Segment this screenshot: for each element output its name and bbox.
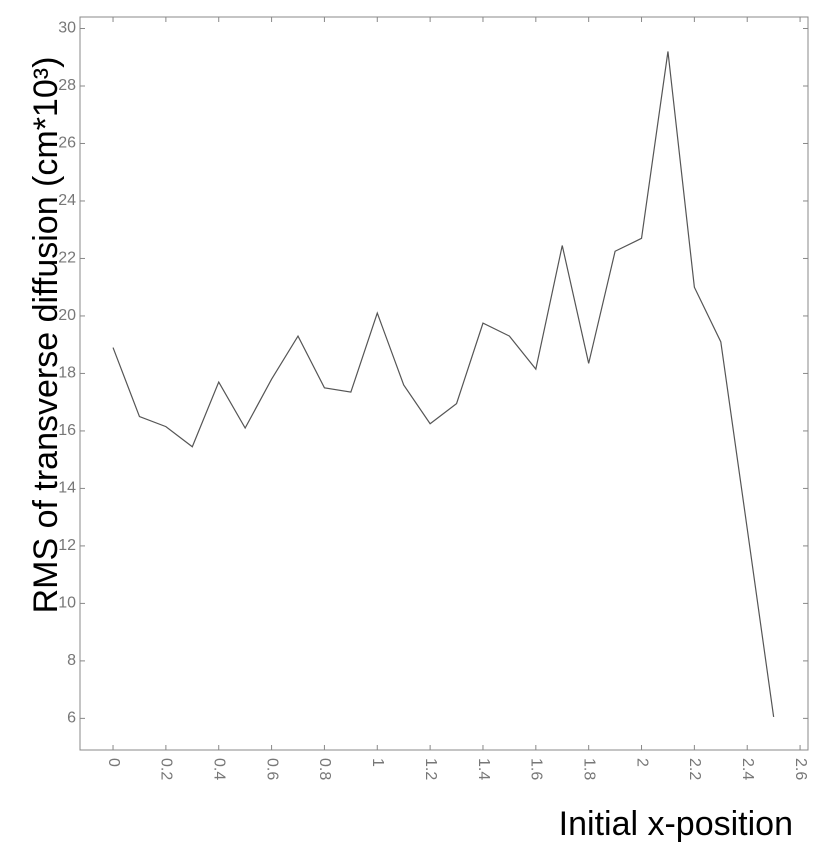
y-tick-label: 30 [58,20,76,37]
x-tick-label: 1.2 [422,758,439,780]
x-tick-label: 0.4 [210,758,227,780]
x-tick-label: 0 [105,758,122,767]
y-tick-label: 20 [58,307,76,324]
data-line [112,51,775,718]
x-tick-label: 2.4 [739,758,756,780]
x-tick-label: 1.6 [528,758,545,780]
y-axis-title: RMS of transverse diffusion (cm*10³) [27,57,65,614]
y-tick-label: 18 [58,365,76,382]
x-tick-label: 1 [369,758,386,767]
x-tick-label: 0.6 [263,758,280,780]
plot-frame [79,16,809,751]
y-tick-label: 6 [67,710,76,727]
x-tick-label: 0.8 [316,758,333,780]
y-tick-label: 16 [58,422,76,439]
x-tick-label: 2.6 [792,758,809,780]
y-tick-label: 26 [58,135,76,152]
x-tick-label: 2.2 [686,758,703,780]
x-tick-label: 1.4 [475,758,492,780]
x-tick-label: 2 [633,758,650,767]
y-tick-label: 24 [58,192,76,209]
y-tick-label: 22 [58,250,76,267]
y-tick-label: 28 [58,77,76,94]
x-tick-label: 0.2 [158,758,175,780]
x-tick-label: 1.8 [580,758,597,780]
y-tick-label: 8 [67,652,76,669]
y-tick-label: 10 [58,595,76,612]
y-tick-label: 12 [58,537,76,554]
y-tick-label: 14 [58,480,76,497]
x-axis-title: Initial x-position [559,805,793,843]
